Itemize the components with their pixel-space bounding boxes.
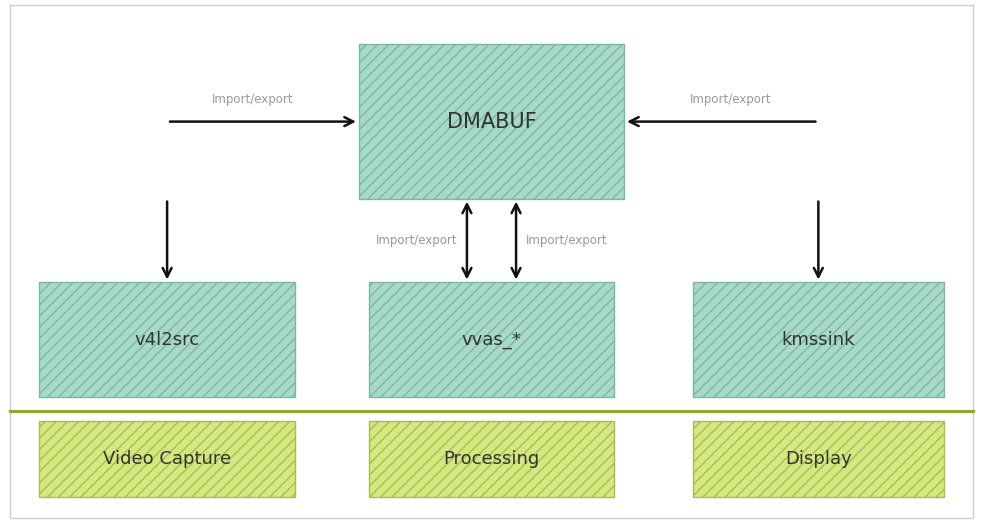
Text: Import/export: Import/export — [526, 234, 607, 247]
Text: Import/export: Import/export — [212, 93, 294, 106]
Bar — [693, 282, 944, 397]
Bar — [359, 44, 624, 199]
Text: DMABUF: DMABUF — [446, 111, 537, 132]
Text: Import/export: Import/export — [690, 93, 772, 106]
Bar — [39, 282, 295, 397]
Bar — [369, 282, 614, 397]
Text: Import/export: Import/export — [376, 234, 457, 247]
Text: kmssink: kmssink — [781, 331, 855, 349]
Bar — [369, 421, 614, 497]
Text: v4l2src: v4l2src — [135, 331, 200, 349]
Text: Display: Display — [785, 450, 851, 468]
Text: vvas_*: vvas_* — [462, 331, 521, 349]
Text: Video Capture: Video Capture — [103, 450, 231, 468]
Text: Processing: Processing — [443, 450, 540, 468]
Bar — [693, 421, 944, 497]
Bar — [39, 421, 295, 497]
